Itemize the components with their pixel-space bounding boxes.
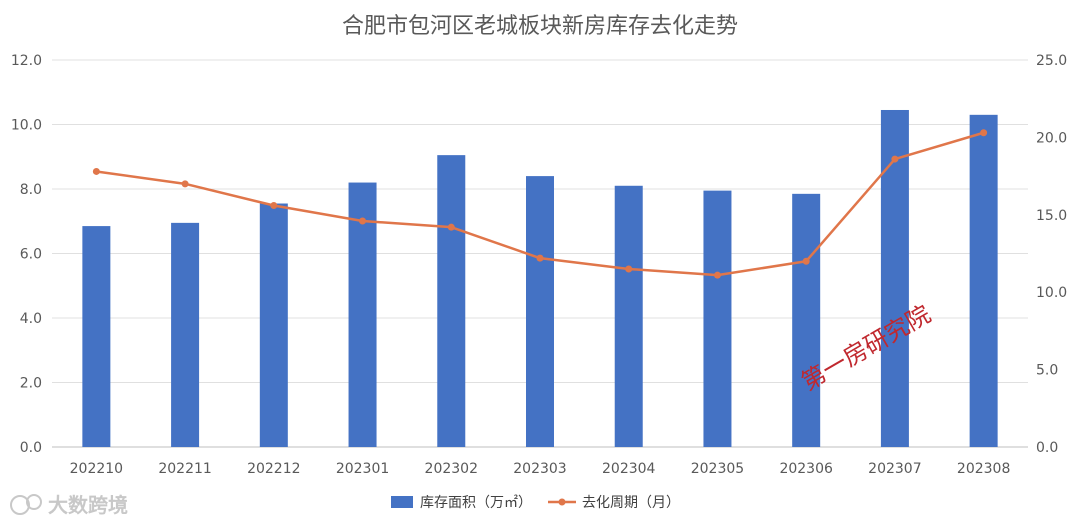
x-tick-label: 202301 xyxy=(336,461,389,477)
x-tick-label: 202308 xyxy=(957,461,1010,477)
y-left-tick-label: 0.0 xyxy=(20,440,42,456)
y-right-tick-label: 15.0 xyxy=(1036,208,1067,224)
line-point xyxy=(625,265,633,273)
watermark-logo: 大数跨境 xyxy=(10,493,128,517)
bar xyxy=(259,203,288,447)
y-right-tick-label: 0.0 xyxy=(1036,440,1058,456)
bar xyxy=(82,226,111,447)
y-left-tick-label: 4.0 xyxy=(20,311,42,327)
bar xyxy=(703,190,732,448)
legend-swatch-marker xyxy=(558,498,566,506)
y-left-tick-label: 8.0 xyxy=(20,182,42,198)
bar xyxy=(437,155,466,447)
x-tick-label: 202305 xyxy=(691,461,744,477)
x-tick-label: 202302 xyxy=(425,461,478,477)
legend: 库存面积（万㎡） 去化周期（月） xyxy=(391,495,680,511)
x-axis: 202210 202211 202212 202301 202302 202303 2023… xyxy=(70,461,1011,477)
line-point xyxy=(980,129,988,137)
y-right-tick-label: 25.0 xyxy=(1036,53,1067,69)
y-left-tick-label: 6.0 xyxy=(20,247,42,263)
y-left-tick-label: 2.0 xyxy=(20,376,42,392)
x-tick-label: 202210 xyxy=(70,461,123,477)
x-tick-label: 202304 xyxy=(602,461,656,477)
y-right-tick-label: 10.0 xyxy=(1036,285,1067,301)
left-axis: 0.0 2.0 4.0 6.0 8.0 10.0 12.0 xyxy=(11,53,42,456)
x-tick-label: 202303 xyxy=(513,461,566,477)
line-point xyxy=(181,180,189,188)
bar xyxy=(880,109,909,448)
line-point xyxy=(92,167,100,175)
line-point xyxy=(891,155,899,163)
legend-swatch-bar xyxy=(391,496,413,508)
svg-text:大数跨境: 大数跨境 xyxy=(48,493,128,517)
y-right-tick-label: 20.0 xyxy=(1036,130,1067,146)
bar xyxy=(171,222,200,447)
bar xyxy=(348,182,377,448)
x-tick-label: 202211 xyxy=(158,461,211,477)
line-point xyxy=(802,257,810,265)
y-left-tick-label: 10.0 xyxy=(11,118,42,134)
line-point xyxy=(359,217,367,225)
line-point xyxy=(270,202,278,210)
right-axis: 0.0 5.0 10.0 15.0 20.0 25.0 xyxy=(1036,53,1067,456)
bar-series xyxy=(82,109,998,448)
bar xyxy=(614,185,643,447)
bar xyxy=(792,193,821,447)
line-series xyxy=(92,129,988,279)
line-point xyxy=(447,223,455,231)
y-right-tick-label: 5.0 xyxy=(1036,363,1058,379)
y-left-tick-label: 12.0 xyxy=(11,53,42,69)
x-tick-label: 202307 xyxy=(868,461,921,477)
x-tick-label: 202212 xyxy=(247,461,300,477)
line-point xyxy=(713,271,721,279)
x-tick-label: 202306 xyxy=(779,461,833,477)
legend-label-line: 去化周期（月） xyxy=(582,495,680,511)
bar xyxy=(969,114,998,447)
bar xyxy=(526,176,554,447)
legend-label-bar: 库存面积（万㎡） xyxy=(420,495,532,511)
chart-title: 合肥市包河区老城板块新房库存去化走势 xyxy=(342,14,738,39)
line-point xyxy=(536,254,544,262)
